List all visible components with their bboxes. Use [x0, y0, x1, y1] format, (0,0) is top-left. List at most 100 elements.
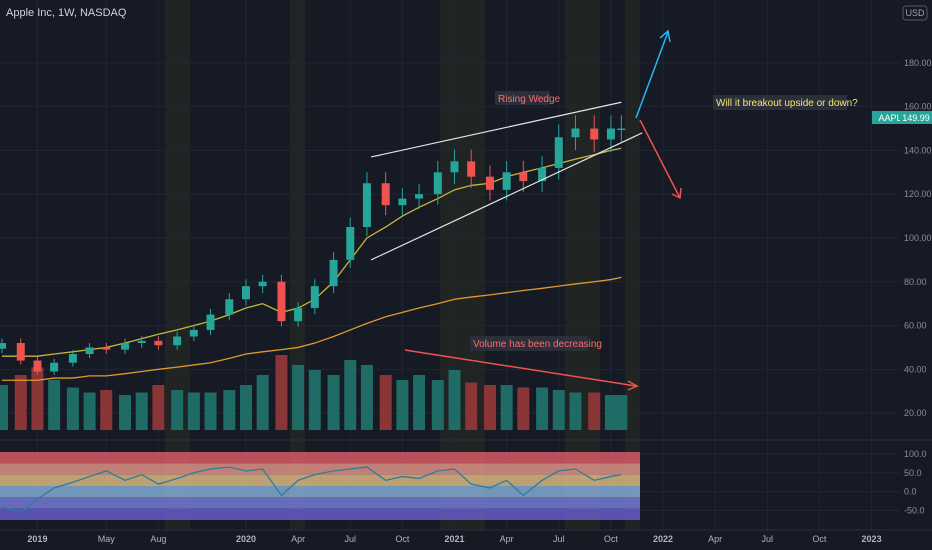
volume-bar [327, 375, 340, 430]
x-tick-label: Apr [708, 534, 722, 544]
volume-bar [344, 360, 357, 430]
candle-body [617, 128, 626, 131]
breakout-question-label: Will it breakout upside or down? [716, 98, 858, 109]
ticker-label: AAPL [878, 113, 901, 123]
volume-bar [615, 395, 628, 430]
candle-body [0, 343, 6, 349]
rsi-tick-label: -50.0 [904, 506, 925, 516]
volume-bar [360, 365, 373, 430]
volume-note-label: Volume has been decreasing [473, 339, 602, 350]
candle-body [258, 281, 267, 287]
candle-body [173, 336, 182, 346]
y-tick-label: 180.00 [904, 58, 932, 68]
volume-bar [588, 392, 601, 430]
rsi-band [0, 452, 640, 464]
highlight-band [290, 0, 305, 530]
volume-bar [536, 387, 549, 430]
breakout-up-arrowhead [659, 29, 671, 43]
candle-body [33, 360, 42, 372]
rising-wedge-lines [370, 101, 643, 261]
volume-bar [465, 382, 478, 430]
candle-body [137, 340, 146, 344]
volume-bar [500, 385, 513, 430]
price-label: 149.99 [902, 113, 930, 123]
volume-bar [223, 390, 236, 430]
volume-bar [396, 380, 409, 430]
volume-bar [569, 392, 582, 430]
candle-body [519, 172, 528, 182]
volume-bar [135, 392, 148, 430]
x-tick-label: Oct [812, 534, 827, 544]
currency-label: USD [905, 8, 925, 18]
volume-bar [119, 395, 132, 430]
y-tick-label: 140.00 [904, 145, 932, 155]
volume-bar [275, 355, 288, 430]
rsi-band [0, 497, 640, 509]
volume-bar [204, 392, 217, 430]
breakout-question-box [713, 95, 847, 110]
rsi-band [0, 474, 640, 486]
candle-body [121, 343, 130, 350]
y-tick-label: 40.00 [904, 364, 927, 374]
volume-bar [0, 385, 8, 430]
volume-bar [431, 380, 444, 430]
volume-bar [31, 367, 44, 430]
rsi-pane [0, 452, 640, 520]
candle-body [16, 343, 25, 361]
y-tick-label: 60.00 [904, 321, 927, 331]
candle-body [450, 161, 459, 173]
candle-body [502, 172, 511, 190]
x-tick-label: Apr [291, 534, 305, 544]
x-tick-label: Oct [395, 534, 410, 544]
x-tick-label: May [98, 534, 116, 544]
volume-trend-arrowhead [627, 380, 639, 391]
candle-body [590, 128, 599, 140]
x-tick-label: 2021 [444, 534, 464, 544]
volume-bar [517, 387, 530, 430]
x-tick-label: Jul [553, 534, 565, 544]
sma-line [2, 276, 622, 381]
candle-body [294, 308, 303, 322]
x-tick-label: 2022 [653, 534, 673, 544]
rsi-band [0, 508, 640, 520]
y-tick-label: 160.00 [904, 102, 932, 112]
x-tick-label: 2020 [236, 534, 256, 544]
highlight-band [165, 0, 190, 530]
candle-body [102, 347, 111, 350]
volume-note-box [470, 336, 588, 351]
candle-body [606, 128, 615, 140]
y-tick-label: 80.00 [904, 277, 927, 287]
candle-body [538, 167, 547, 182]
rsi-band [0, 486, 640, 498]
wedge-lower-line [370, 132, 643, 261]
x-tick-label: Aug [150, 534, 166, 544]
rsi-band [0, 463, 640, 475]
candle-body [381, 183, 390, 206]
wedge-upper-line [370, 101, 622, 158]
rsi-tick-label: 100.0 [904, 449, 927, 459]
breakout-up-arrow [635, 31, 669, 119]
volume-bar [83, 392, 96, 430]
candle-body [206, 314, 215, 330]
highlight-bands [165, 0, 640, 530]
volume-bar [48, 380, 61, 430]
volume-bar [256, 375, 269, 430]
candle-body [571, 128, 580, 138]
highlight-band [565, 0, 600, 530]
rsi-tick-label: 0.0 [904, 487, 917, 497]
volume-bar [413, 375, 426, 430]
candle-body [189, 329, 198, 337]
x-tick-label: 2023 [862, 534, 882, 544]
currency-badge[interactable] [902, 5, 928, 21]
volume-bar [604, 395, 617, 430]
x-tick-label: Jul [762, 534, 774, 544]
candlesticks [0, 115, 626, 375]
candle-body [310, 286, 319, 309]
candle-body [241, 286, 250, 300]
candle-body [346, 227, 355, 260]
volume-bar [448, 370, 461, 430]
volume-bar [66, 387, 79, 430]
volume-bar [239, 385, 252, 430]
volume-bar [152, 385, 165, 430]
